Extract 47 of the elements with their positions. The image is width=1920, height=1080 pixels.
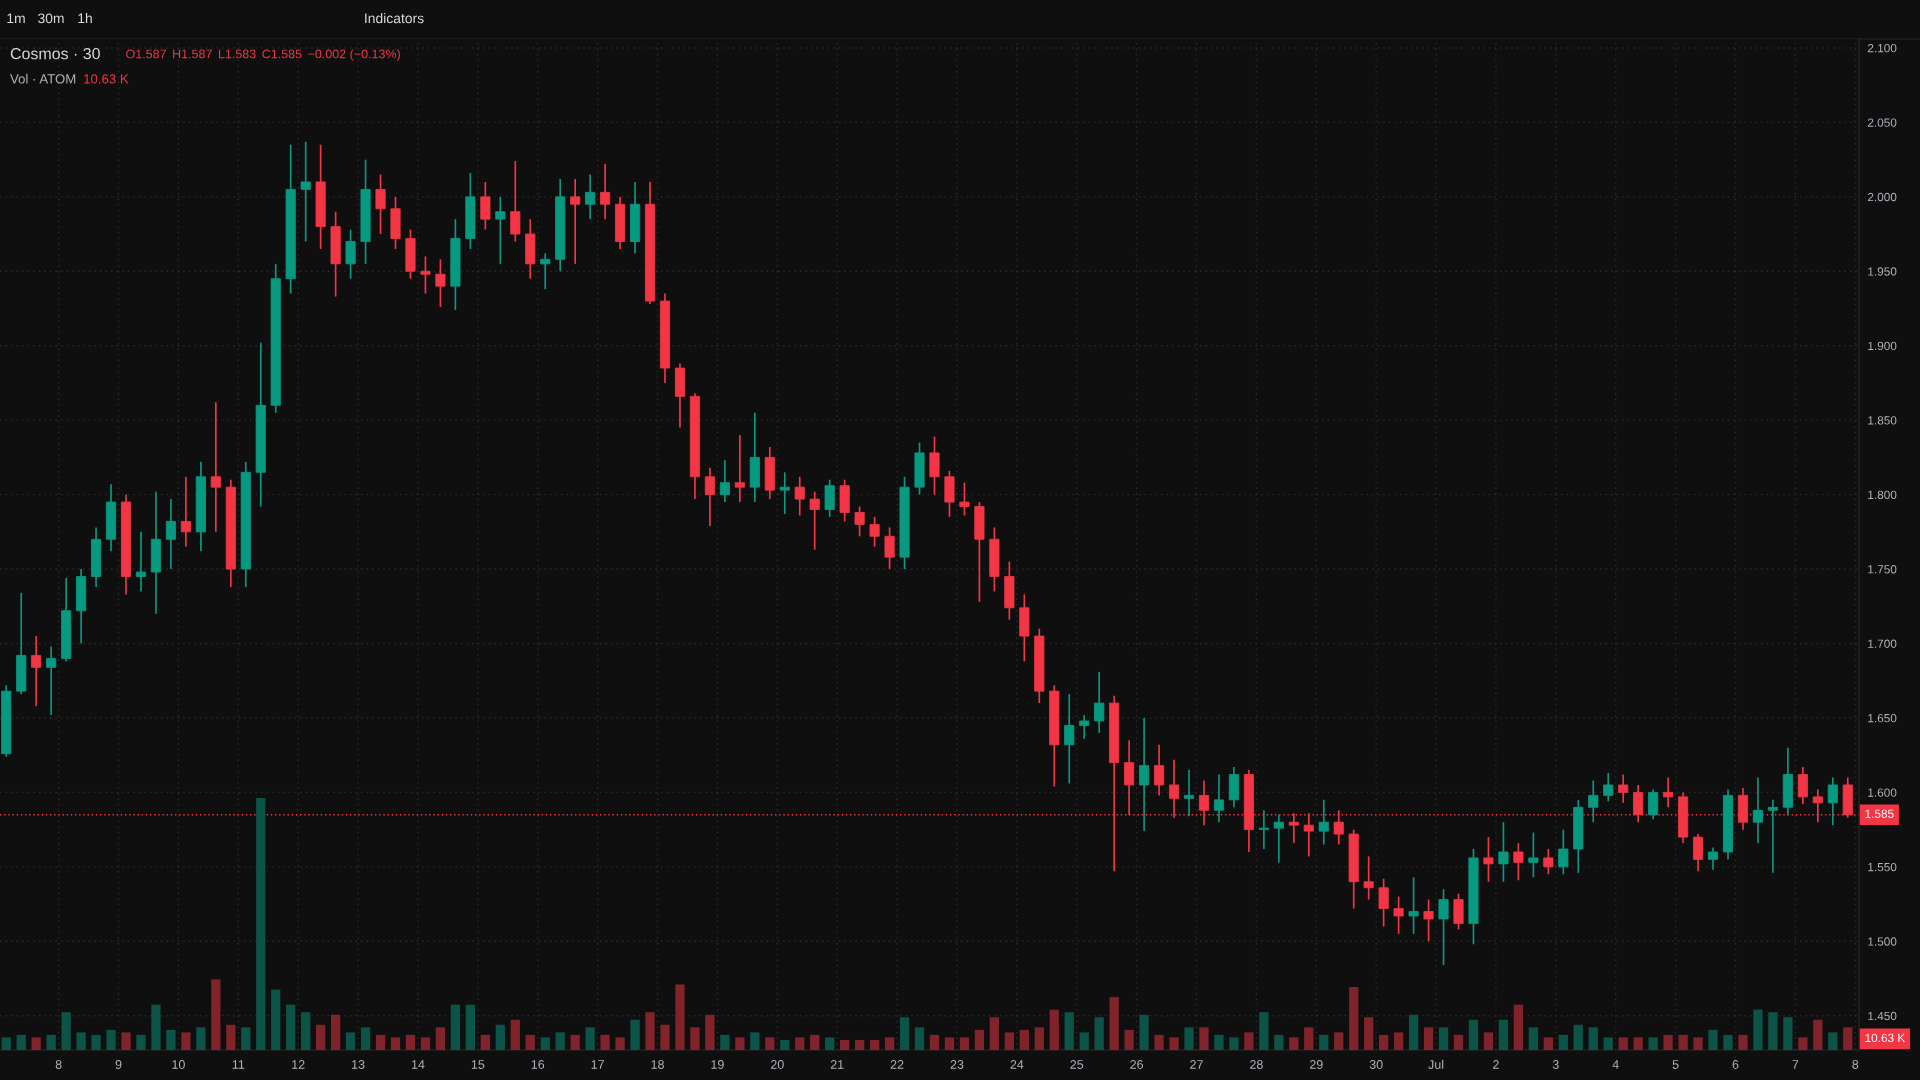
text: 1m [7,13,25,24]
x-tick-label: 4 [1612,1060,1619,1069]
bar [854,1039,865,1050]
x-tick-label: 26 [1130,1060,1144,1069]
x-tick-label: 11 [232,1060,245,1069]
x-tick-label: 23 [950,1060,964,1069]
x-tick-label: 8 [55,1060,62,1069]
x-tick-label: 24 [1010,1060,1024,1069]
x-tick-label: 9 [115,1060,122,1069]
x-tick-label: 20 [770,1060,784,1069]
x-tick-label: 5 [1672,1060,1679,1069]
bar [869,1039,880,1050]
annotation: H1.587 [173,49,212,59]
x-tick-label: 12 [292,1060,305,1069]
x-tick-label: 25 [1070,1060,1084,1069]
x-tick-label: Jul [1428,1059,1444,1069]
text: 30m [38,13,64,24]
x-tick-label: 17 [591,1060,604,1069]
x-tick-label: 27 [1190,1060,1203,1069]
y-tick-label: 2.100 [1867,43,1897,53]
x-tick-label: 16 [531,1060,545,1069]
x-tick-label: 10 [172,1060,185,1069]
x-tick-label: 28 [1250,1060,1263,1069]
x-tick-label: 21 [830,1060,844,1069]
chart-title: Cosmos · 30 [10,47,100,60]
bar [1,1037,11,1050]
x-tick-label: 14 [411,1060,425,1069]
x-tick-label: 19 [711,1060,724,1069]
text: 1h [78,13,92,24]
annotation: C1.585 [262,49,302,59]
x-tick-label: 15 [471,1060,485,1069]
x-tick-label: 8 [1852,1060,1859,1069]
x-tick-label: 7 [1792,1060,1799,1069]
x-tick-label: 2 [1493,1060,1499,1069]
bar [840,1039,850,1050]
x-tick-label: 22 [890,1060,904,1069]
x-tick-label: 29 [1309,1060,1323,1069]
x-tick-label: 6 [1732,1060,1739,1069]
bar [780,1039,790,1050]
annotation: L1.583 [218,49,256,59]
annotation: O1.587 [126,49,166,59]
annotation: −0.002 (−0.13%) [308,49,400,61]
x-tick-label: 30 [1369,1060,1383,1069]
text: Indicators [365,13,424,24]
x-tick-label: 18 [651,1060,664,1069]
x-tick-label: 13 [352,1060,365,1069]
x-tick-label: 3 [1552,1060,1559,1069]
